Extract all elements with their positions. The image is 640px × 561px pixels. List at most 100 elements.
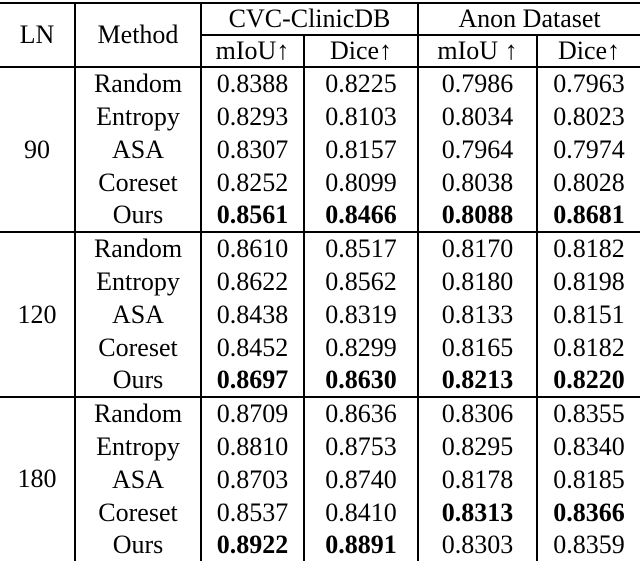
method-cell: ASA (74, 133, 201, 166)
value-cell: 0.8359 (536, 529, 640, 561)
value-cell: 0.7964 (417, 133, 538, 166)
header-miou-cvc: mIoU↑ (200, 35, 304, 67)
value-cell: 0.8537 (200, 496, 304, 529)
value-cell: 0.8185 (536, 463, 640, 496)
table-row: Ours 0.8561 0.8466 0.8088 0.8681 (0, 199, 640, 232)
method-cell: Entropy (74, 100, 201, 133)
header-row-datasets: LN Method CVC-ClinicDB Anon Dataset (0, 3, 640, 67)
table-row: Entropy 0.8293 0.8103 0.8034 0.8023 (0, 100, 640, 133)
header-dice-cvc: Dice↑ (302, 35, 419, 67)
ln-cell: 90 (24, 134, 50, 164)
value-cell: 0.8157 (302, 133, 419, 166)
method-cell: Random (74, 67, 201, 100)
ln-cell: 180 (17, 464, 57, 494)
method-cell: ASA (74, 463, 201, 496)
value-cell: 0.8452 (200, 331, 304, 364)
value-cell: 0.8313 (417, 496, 538, 529)
header-dice-anon: Dice↑ (536, 35, 640, 67)
value-cell: 0.8681 (536, 199, 640, 232)
value-cell: 0.8182 (536, 331, 640, 364)
method-cell: Entropy (74, 430, 201, 463)
table-row: Entropy 0.8622 0.8562 0.8180 0.8198 (0, 265, 640, 298)
value-cell: 0.8133 (417, 298, 538, 331)
method-cell: Random (74, 397, 201, 430)
method-cell: Ours (74, 199, 201, 232)
table-row: Ours 0.8697 0.8630 0.8213 0.8220 (0, 364, 640, 397)
method-cell: Ours (74, 529, 201, 561)
value-cell: 0.8410 (302, 496, 419, 529)
ln-cell: 120 (17, 299, 57, 329)
value-cell: 0.8180 (417, 265, 538, 298)
value-cell: 0.7974 (536, 133, 640, 166)
table-row: ASA 0.8438 0.8319 0.8133 0.8151 (0, 298, 640, 331)
value-cell: 0.8366 (536, 496, 640, 529)
method-cell: Coreset (74, 166, 201, 199)
header-method: Method (74, 3, 201, 67)
table-row: 120 Random 0.8610 0.8517 0.8170 0.8182 (0, 232, 640, 329)
value-cell: 0.8922 (200, 529, 304, 561)
value-cell: 0.8099 (302, 166, 419, 199)
table-row: Coreset 0.8252 0.8099 0.8038 0.8028 (0, 166, 640, 199)
value-cell: 0.8697 (200, 364, 304, 397)
table-row: Entropy 0.8810 0.8753 0.8295 0.8340 (0, 430, 640, 463)
value-cell: 0.8355 (536, 397, 640, 430)
value-cell: 0.8103 (302, 100, 419, 133)
header-row-metrics: mIoU↑ Dice↑ mIoU ↑ Dice↑ (0, 35, 640, 67)
value-cell: 0.8891 (302, 529, 419, 561)
table-row: ASA 0.8703 0.8740 0.8178 0.8185 (0, 463, 640, 496)
value-cell: 0.8438 (200, 298, 304, 331)
method-cell: ASA (74, 298, 201, 331)
ln-group-120: 120 Random 0.8610 0.8517 0.8170 0.8182 Entropy… (0, 232, 640, 397)
value-cell: 0.8038 (417, 166, 538, 199)
value-cell: 0.8610 (200, 232, 304, 265)
table-header: LN Method CVC-ClinicDB Anon Dataset mIoU… (0, 3, 640, 67)
value-cell: 0.8753 (302, 430, 419, 463)
value-cell: 0.8151 (536, 298, 640, 331)
table-row: 90 Random 0.8388 0.8225 0.7986 0.7963 (0, 67, 640, 164)
method-cell: Coreset (74, 496, 201, 529)
value-cell: 0.8388 (200, 67, 304, 100)
value-cell: 0.8622 (200, 265, 304, 298)
value-cell: 0.8295 (417, 430, 538, 463)
value-cell: 0.8213 (417, 364, 538, 397)
value-cell: 0.8198 (536, 265, 640, 298)
value-cell: 0.8319 (302, 298, 419, 331)
method-cell: Ours (74, 364, 201, 397)
value-cell: 0.8517 (302, 232, 419, 265)
value-cell: 0.8703 (200, 463, 304, 496)
value-cell: 0.8182 (536, 232, 640, 265)
value-cell: 0.7963 (536, 67, 640, 100)
ln-group-90: 90 Random 0.8388 0.8225 0.7986 0.7963 Entropy 0… (0, 67, 640, 232)
header-dataset-cvc-clinicdb: CVC-ClinicDB (199, 3, 419, 36)
value-cell: 0.8340 (536, 430, 640, 463)
method-cell: Coreset (74, 331, 201, 364)
table-row: ASA 0.8307 0.8157 0.7964 0.7974 (0, 133, 640, 166)
value-cell: 0.8252 (200, 166, 304, 199)
table-row: Ours 0.8922 0.8891 0.8303 0.8359 (0, 529, 640, 561)
table-row: 180 Random 0.8709 0.8636 0.8306 0.8355 (0, 397, 640, 493)
value-cell: 0.8225 (302, 67, 419, 100)
method-cell: Random (74, 232, 201, 265)
value-cell: 0.8740 (302, 463, 419, 496)
value-cell: 0.8088 (417, 199, 538, 232)
value-cell: 0.8562 (302, 265, 419, 298)
header-miou-anon: mIoU ↑ (417, 35, 538, 67)
value-cell: 0.8023 (536, 100, 640, 133)
header-dataset-anon: Anon Dataset (417, 3, 640, 36)
value-cell: 0.8636 (302, 397, 419, 430)
value-cell: 0.8466 (302, 199, 419, 232)
value-cell: 0.8630 (302, 364, 419, 397)
table-row: Coreset 0.8537 0.8410 0.8313 0.8366 (0, 496, 640, 529)
value-cell: 0.8561 (200, 199, 304, 232)
value-cell: 0.8306 (417, 397, 538, 430)
table-row: Coreset 0.8452 0.8299 0.8165 0.8182 (0, 331, 640, 364)
header-ln: LN (19, 20, 55, 49)
value-cell: 0.8307 (200, 133, 304, 166)
value-cell: 0.8220 (536, 364, 640, 397)
ln-group-180: 180 Random 0.8709 0.8636 0.8306 0.8355 Entropy… (0, 397, 640, 561)
value-cell: 0.8299 (302, 331, 419, 364)
value-cell: 0.8178 (417, 463, 538, 496)
value-cell: 0.8293 (200, 100, 304, 133)
method-cell: Entropy (74, 265, 201, 298)
value-cell: 0.8170 (417, 232, 538, 265)
